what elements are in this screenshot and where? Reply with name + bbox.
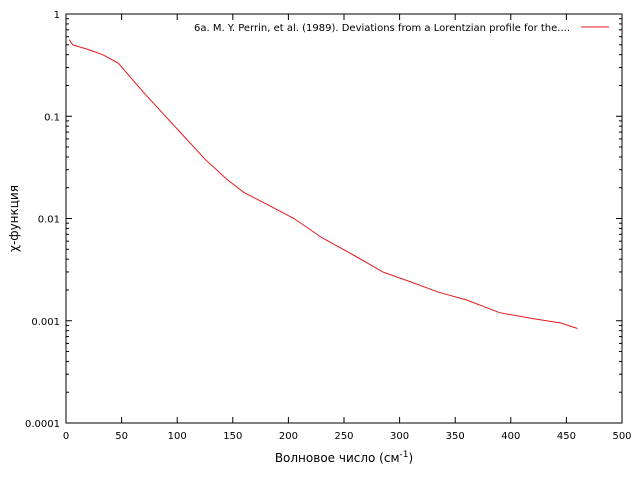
x-tick-label: 500 bbox=[612, 431, 631, 442]
x-axis-label: Волновое число (см-1) bbox=[275, 450, 413, 465]
x-tick-label: 250 bbox=[334, 431, 353, 442]
x-tick-label: 200 bbox=[279, 431, 298, 442]
y-tick-label: 0.0001 bbox=[25, 419, 60, 430]
x-tick-label: 300 bbox=[390, 431, 409, 442]
x-tick-label: 350 bbox=[446, 431, 465, 442]
y-tick-label: 0.1 bbox=[44, 112, 60, 123]
x-axis-label-text: Волновое число (см bbox=[275, 451, 400, 465]
y-axis-label: χ-функция bbox=[7, 185, 21, 252]
legend: 6a. M. Y. Perrin, et al. (1989). Deviati… bbox=[194, 23, 609, 34]
x-axis-label-superscript: -1 bbox=[400, 450, 409, 460]
x-tick-label: 450 bbox=[557, 431, 576, 442]
x-tick-label: 0 bbox=[63, 431, 69, 442]
legend-entry-label: 6a. M. Y. Perrin, et al. (1989). Deviati… bbox=[194, 23, 570, 34]
x-tick-labels: 0 50 100 150 200 250 300 350 400 450 500 bbox=[63, 431, 632, 442]
series-line bbox=[68, 39, 578, 329]
axis-ticks bbox=[65, 13, 623, 424]
plot-area-frame bbox=[65, 13, 623, 424]
x-tick-label: 100 bbox=[168, 431, 187, 442]
y-tick-labels: 0.0001 0.001 0.01 0.1 1 bbox=[25, 10, 60, 430]
x-tick-label: 400 bbox=[501, 431, 520, 442]
x-axis-label-close: ) bbox=[408, 451, 413, 465]
x-tick-label: 50 bbox=[115, 431, 128, 442]
series-layer bbox=[68, 39, 578, 329]
y-tick-label: 0.01 bbox=[38, 215, 60, 226]
y-tick-label: 0.001 bbox=[31, 317, 60, 328]
y-tick-label: 1 bbox=[54, 10, 60, 21]
x-tick-label: 150 bbox=[223, 431, 242, 442]
